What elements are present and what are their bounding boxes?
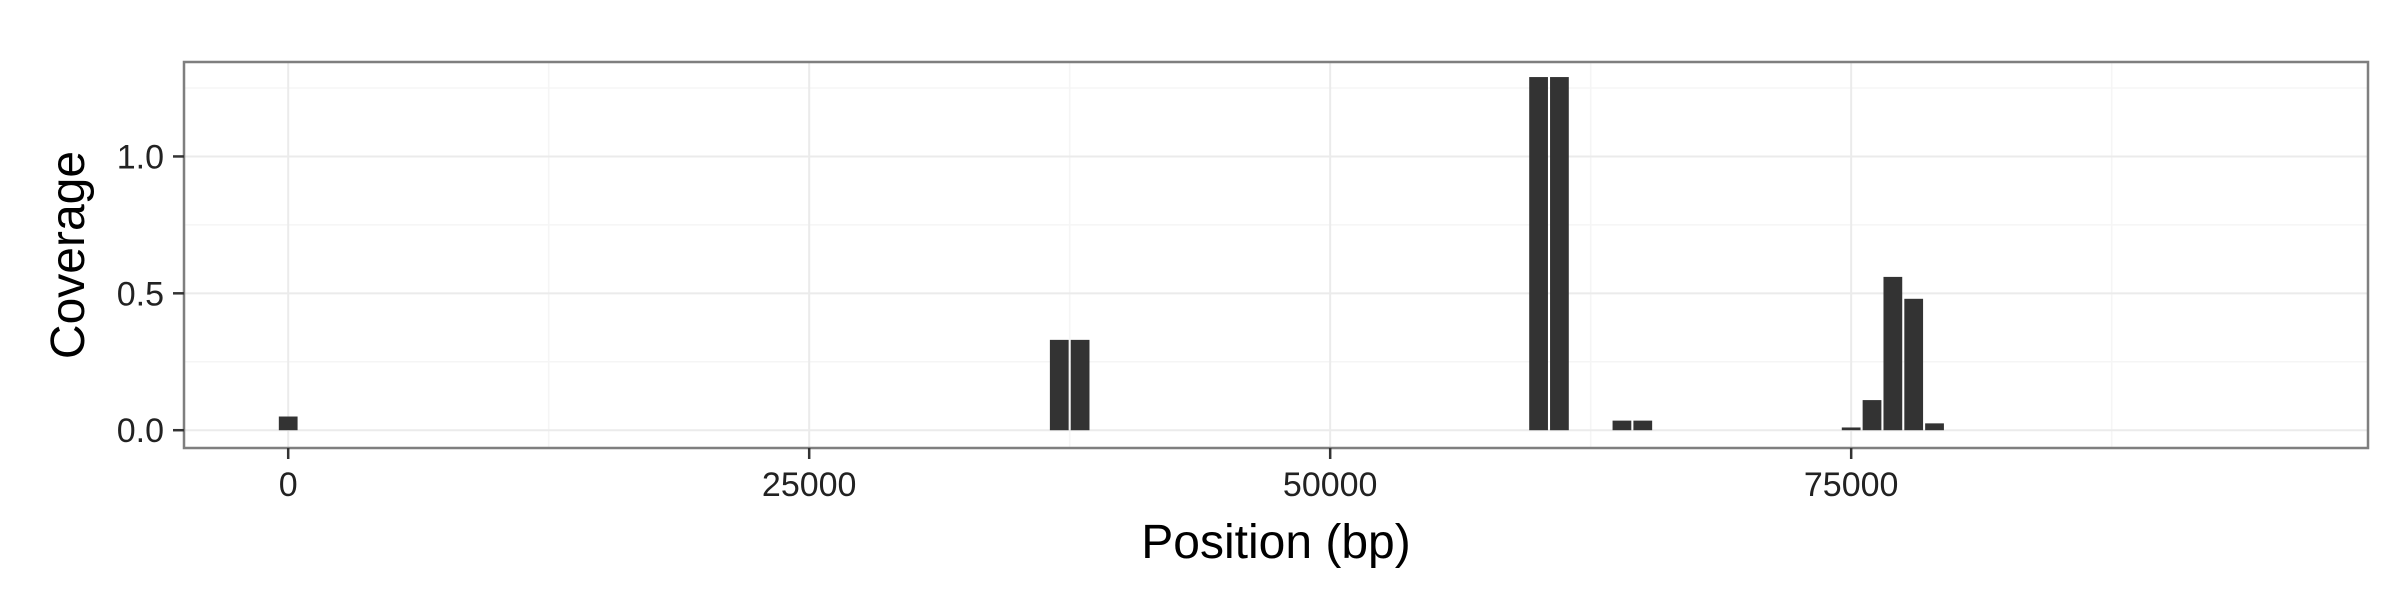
x-tick-label: 75000 (1804, 466, 1899, 504)
coverage-bar (1883, 276, 1903, 431)
x-axis-title: Position (bp) (1141, 516, 1410, 569)
y-tick-label: 1.0 (117, 138, 164, 176)
x-tick-label: 0 (279, 466, 298, 504)
coverage-bar (1049, 339, 1069, 431)
coverage-bar (278, 416, 298, 431)
coverage-bar (1633, 420, 1653, 431)
y-tick-label: 0.5 (117, 275, 164, 313)
y-tick-label: 0.0 (117, 412, 164, 450)
plot-panel-border (182, 60, 2370, 450)
coverage-bar (1841, 427, 1861, 431)
coverage-bar (1529, 77, 1548, 431)
x-tick-label: 50000 (1283, 466, 1378, 504)
y-axis-title: Coverage (42, 151, 95, 359)
major-gridlines (184, 62, 2368, 448)
bar-series (278, 77, 1944, 431)
minor-gridlines (184, 62, 2368, 448)
coverage-bar (1070, 339, 1090, 431)
coverage-bar (1925, 423, 1944, 431)
x-axis-ticks: 0 25000 50000 75000 (279, 448, 1899, 504)
x-tick-label: 25000 (762, 466, 857, 504)
coverage-bar (1904, 298, 1924, 431)
y-axis-ticks: 0.0 0.5 1.0 (117, 138, 184, 450)
coverage-bar (1550, 77, 1569, 431)
coverage-bar (1612, 420, 1632, 431)
coverage-bar (1862, 400, 1882, 431)
